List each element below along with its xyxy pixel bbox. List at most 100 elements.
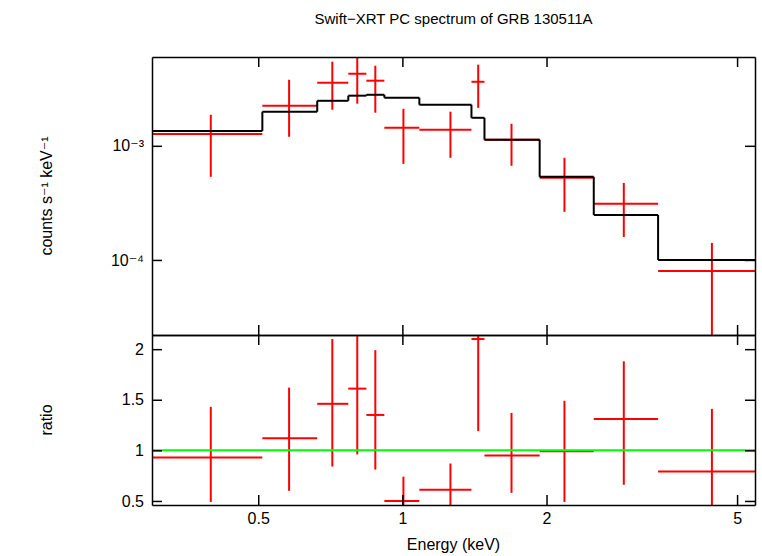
tick-mark	[402, 495, 404, 505]
x-axis	[153, 325, 756, 336]
tick: 1.5	[122, 391, 162, 408]
tick: 2	[135, 341, 162, 358]
tick-mark	[737, 325, 739, 335]
model-step-riser	[418, 98, 420, 105]
tick-mark	[152, 450, 162, 452]
x-error-bar	[594, 418, 658, 420]
model-step-riser	[470, 105, 472, 118]
tick-mark	[546, 57, 548, 67]
tick-label: 1.5	[122, 391, 144, 408]
y-axis: 0.511.52	[122, 336, 162, 510]
axis-line	[153, 335, 756, 337]
model-step-riser	[483, 118, 485, 140]
tick	[745, 260, 755, 261]
x-error-bar	[658, 270, 755, 272]
y-error-bar	[402, 477, 404, 505]
tick-mark	[546, 335, 548, 345]
y-error-bar	[402, 109, 404, 164]
tick-mark	[402, 57, 404, 67]
reference-line	[152, 449, 755, 451]
x-axis-title: Energy (keV)	[407, 536, 500, 553]
tick-mark	[258, 495, 260, 505]
tick	[745, 146, 755, 147]
y-error-bar	[563, 401, 565, 502]
y-axis: 10⁻⁴ 10⁻³	[111, 58, 162, 336]
y-error-bar	[623, 361, 625, 484]
tick	[745, 400, 755, 401]
y-error-bar	[374, 66, 376, 113]
x-axis-top	[153, 335, 756, 345]
x-error-bar	[658, 471, 755, 473]
tick	[402, 57, 403, 67]
y-error-bar	[210, 115, 212, 177]
tick-label: 2	[543, 510, 552, 527]
tick-label: 10⁻³	[112, 137, 144, 154]
y-error-bar	[331, 339, 333, 467]
model-step	[152, 130, 262, 132]
tick-mark	[546, 325, 548, 335]
tick-label: 5	[733, 510, 742, 527]
tick	[547, 335, 548, 345]
y-axis-right	[745, 58, 756, 336]
y-error-bar	[623, 183, 625, 237]
tick-mark	[737, 335, 739, 345]
model-step	[484, 139, 539, 141]
y-error-bar	[511, 124, 513, 166]
tick: 1	[398, 495, 407, 527]
y-error-bar	[374, 350, 376, 469]
model-step-riser	[657, 215, 659, 260]
tick: 2	[543, 495, 552, 527]
series	[152, 450, 755, 451]
tick-mark	[152, 349, 162, 351]
model-step	[317, 100, 348, 102]
tick-mark	[402, 335, 404, 345]
y-error-bar	[288, 80, 290, 137]
tick-mark	[745, 146, 755, 148]
tick-mark	[152, 400, 162, 402]
y-error-bar	[449, 464, 451, 505]
y-error-bar	[356, 335, 358, 454]
model-step-riser	[593, 177, 595, 215]
tick: 10⁻⁴	[111, 252, 162, 269]
x-error-bar	[152, 456, 262, 458]
model-step	[419, 104, 471, 106]
y-error-bar	[449, 112, 451, 158]
y-error-bar	[477, 335, 479, 431]
series	[152, 335, 755, 505]
tick: 10⁻³	[112, 137, 162, 154]
y-error-bar	[356, 57, 358, 104]
tick	[737, 325, 738, 335]
tick-label: 1	[135, 442, 144, 459]
tick	[402, 325, 403, 335]
tick-mark	[258, 325, 260, 335]
tick	[258, 325, 259, 335]
model-step-riser	[261, 112, 263, 131]
y-error-bar	[511, 413, 513, 493]
tick	[402, 335, 403, 345]
x-axis-top	[153, 57, 756, 67]
y-error-bar	[477, 65, 479, 108]
tick-label: 0.5	[248, 510, 270, 527]
x-error-bar	[419, 129, 471, 131]
tick-mark	[258, 335, 260, 345]
x-error-bar	[484, 139, 539, 141]
model-step	[384, 97, 419, 99]
tick	[745, 501, 755, 502]
y-axis-right	[745, 336, 756, 506]
y-error-bar	[210, 407, 212, 502]
title: Swift−XRT PC spectrum of GRB 130511A	[314, 10, 592, 27]
model-step	[658, 259, 755, 261]
tick-mark	[745, 501, 755, 503]
series	[152, 57, 755, 335]
model-step	[471, 117, 484, 119]
tick	[737, 57, 738, 67]
x-axis: 0.5 1 2 5	[153, 495, 756, 527]
tick-label: 2	[135, 341, 144, 358]
model-step	[594, 214, 658, 216]
tick-mark	[745, 400, 755, 402]
axis-line	[153, 505, 756, 507]
tick-label: 1	[398, 510, 407, 527]
tick: 0.5	[248, 495, 270, 527]
y-axis-title: ratio	[38, 404, 55, 435]
panel: 10⁻⁴ 10⁻³	[111, 55, 756, 374]
